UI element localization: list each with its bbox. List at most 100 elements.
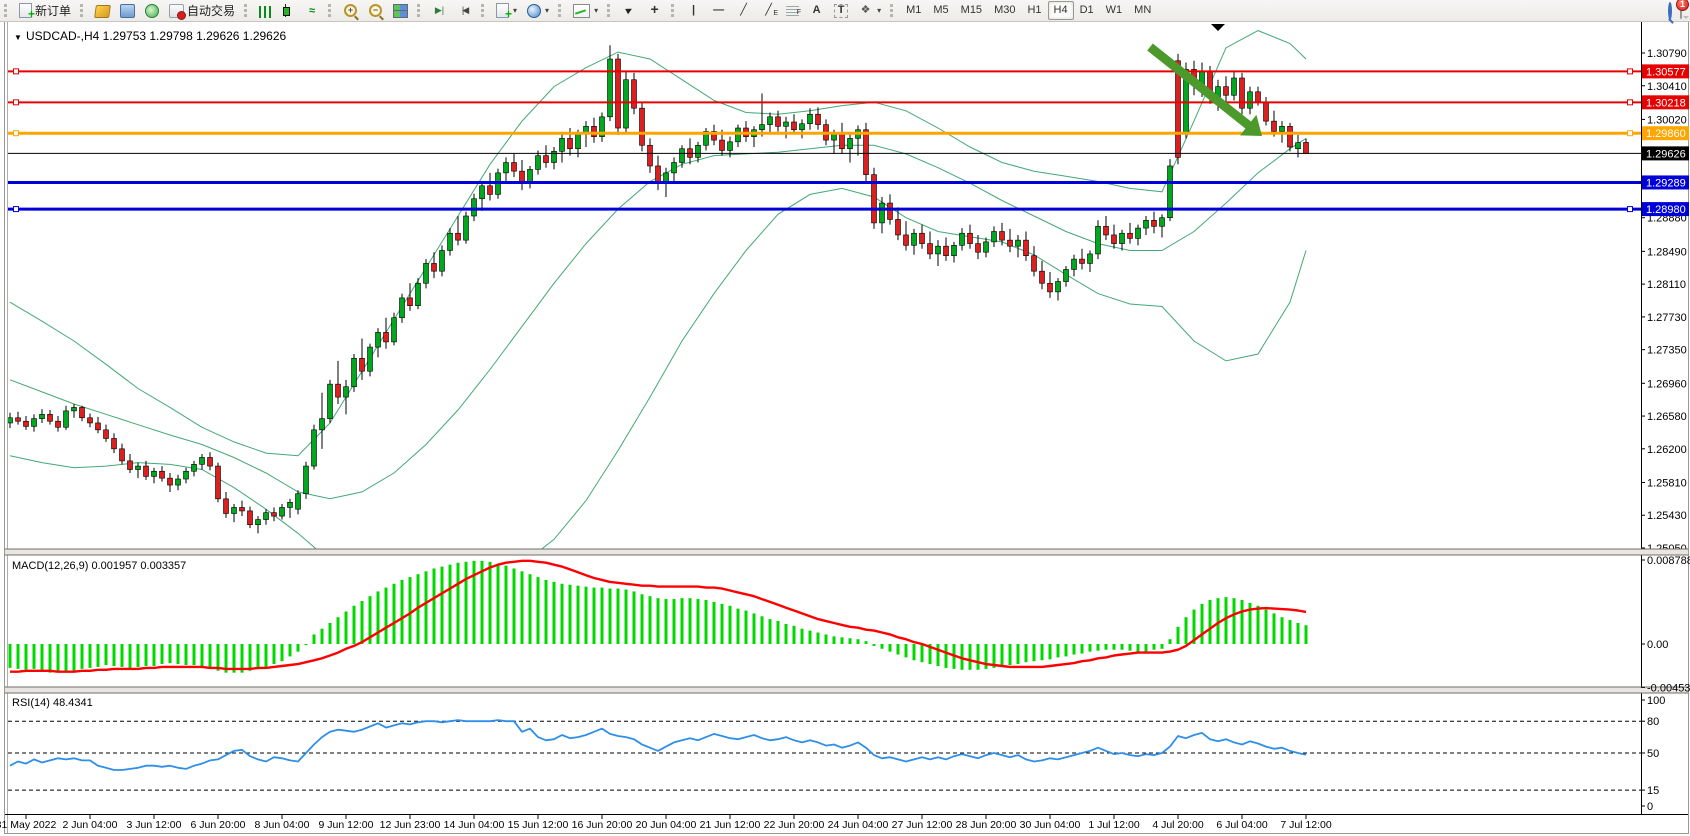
pivot-line-orange-handle[interactable] — [1627, 130, 1633, 137]
line-chart-button[interactable]: ≈ — [300, 0, 324, 21]
vertical-line-button[interactable]: | — [681, 0, 706, 21]
profiles-button[interactable]: ▾ — [522, 0, 554, 21]
chart-canvas[interactable]: ▼ USDCAD-,H4 1.29753 1.29798 1.29626 1.29… — [0, 21, 1690, 836]
navigator-icon — [145, 4, 160, 18]
time-axis-label: 3 Jun 12:00 — [127, 819, 182, 831]
indicators-icon — [573, 4, 591, 18]
support-line-2-handle[interactable] — [13, 206, 19, 213]
data-window-icon — [120, 4, 136, 18]
price-badge-value: 1.30218 — [1646, 97, 1686, 109]
price-axis-tick: 1.28110 — [1647, 279, 1686, 291]
channel-button[interactable]: ╱ E — [756, 0, 781, 21]
navigator-button[interactable] — [140, 0, 164, 21]
symbol-dropdown-icon[interactable]: ▼ — [14, 33, 22, 42]
new-order-button[interactable]: 新订单 — [14, 0, 76, 22]
search-icon — [1668, 1, 1672, 20]
time-axis-label: 30 Jun 04:00 — [1020, 819, 1081, 831]
new-chart-button[interactable]: ▾ — [491, 0, 522, 22]
chart-shift-button[interactable]: |◀ — [452, 0, 477, 21]
time-axis-label: 12 Jun 23:00 — [380, 819, 441, 831]
text-label-icon: T — [834, 4, 849, 18]
auto-trading-button[interactable]: 自动交易 — [164, 0, 240, 21]
market-watch-button[interactable] — [90, 0, 115, 21]
price-axis-tick: 1.26200 — [1647, 444, 1687, 456]
resistance-line-2-handle[interactable] — [13, 99, 19, 106]
pivot-line-orange-handle[interactable] — [13, 130, 19, 137]
shapes-button[interactable]: ❖ ▾ — [853, 0, 886, 21]
toolbar-grip — [80, 4, 86, 17]
rsi-axis-tick: 50 — [1647, 748, 1659, 760]
tab-timeframe-m15[interactable]: M15 — [960, 4, 983, 16]
time-axis-label: 6 Jul 04:00 — [1216, 819, 1268, 831]
toolbar-grip — [244, 4, 250, 17]
alerts-button[interactable]: 1 — [1676, 0, 1689, 19]
chevron-down-icon: ▾ — [513, 6, 518, 15]
candlestick-button[interactable] — [277, 0, 300, 21]
price-badge-pivot-line-orange — [1642, 126, 1689, 141]
toolbar-grip — [4, 4, 10, 17]
tab-timeframe-d1[interactable]: D1 — [1079, 4, 1094, 16]
chart-shift-icon: |◀ — [461, 5, 469, 15]
trend-arrow-head — [1240, 114, 1262, 136]
indicators-button[interactable]: ▾ — [568, 0, 603, 21]
trend-arrow[interactable] — [1147, 43, 1257, 134]
time-axis-label: 15 Jun 12:00 — [508, 819, 569, 831]
price-axis-tick: 1.25810 — [1647, 477, 1687, 489]
bar-chart-icon — [259, 5, 273, 18]
toolbar-grip — [328, 4, 334, 17]
shapes-icon: ❖ — [860, 4, 871, 16]
text-button[interactable]: A — [804, 0, 829, 21]
rsi-panel — [8, 719, 1641, 791]
cursor-button[interactable]: ► — [617, 0, 642, 21]
tab-timeframe-m30[interactable]: M30 — [994, 4, 1016, 16]
horizontal-line-button[interactable]: — — [706, 0, 731, 21]
auto-scroll-button[interactable]: ▶| — [427, 0, 452, 21]
rsi-axis-tick: 80 — [1647, 716, 1659, 728]
time-axis-label: 7 Jul 12:00 — [1280, 819, 1332, 831]
macd-axis-tick: 0.00 — [1647, 639, 1668, 651]
macd-axis-tick: -0.004538 — [1647, 682, 1690, 694]
trendline-button[interactable]: ╱ — [731, 0, 756, 21]
resistance-line-2-handle[interactable] — [1627, 99, 1633, 106]
bar-chart-button[interactable] — [254, 0, 277, 21]
macd-label: MACD(12,26,9) 0.001957 0.003357 — [12, 560, 186, 572]
tab-timeframe-w1[interactable]: W1 — [1105, 4, 1123, 16]
time-axis-label: 31 May 2022 — [0, 819, 57, 831]
time-axis-label: 24 Jun 04:00 — [828, 819, 889, 831]
chevron-down-icon: ▾ — [545, 6, 550, 15]
zoom-in-icon: + — [343, 3, 358, 18]
rsi-line — [9, 719, 1307, 771]
auto-trading-icon — [169, 4, 187, 20]
toolbar-grip — [890, 4, 896, 17]
search-button[interactable] — [1668, 1, 1672, 20]
new-order-label: 新订单 — [35, 4, 72, 18]
auto-trading-label: 自动交易 — [187, 4, 236, 18]
time-axis-label: 1 Jul 12:00 — [1088, 819, 1140, 831]
text-label-button[interactable]: T — [829, 0, 853, 21]
time-axis-label: 20 Jun 04:00 — [636, 819, 697, 831]
tab-timeframe-h4[interactable]: H4 — [1047, 1, 1074, 20]
resistance-line-1-handle[interactable] — [1627, 68, 1633, 75]
zoom-in-button[interactable]: + — [338, 0, 363, 21]
tab-timeframe-h1[interactable]: H1 — [1027, 4, 1042, 16]
price-badge-support-line-1 — [1642, 175, 1689, 190]
price-badge-resistance-line-2 — [1642, 95, 1689, 110]
crosshair-button[interactable]: + — [642, 0, 667, 21]
macd-panel — [8, 559, 1308, 673]
zoom-out-button[interactable]: − — [363, 0, 388, 21]
time-axis-label: 14 Jun 04:00 — [444, 819, 505, 831]
time-axis-label: 6 Jun 20:00 — [191, 819, 246, 831]
fibonacci-icon: F — [786, 6, 801, 17]
tab-timeframe-m1[interactable]: M1 — [906, 4, 922, 16]
channel-icon: ╱ E — [765, 4, 779, 17]
data-window-button[interactable] — [115, 0, 140, 21]
support-line-2-handle[interactable] — [1627, 206, 1633, 213]
rsi-axis-tick: 0 — [1647, 801, 1653, 813]
tile-windows-button[interactable] — [388, 0, 413, 21]
time-axis-label: 2 Jun 04:00 — [63, 819, 118, 831]
resistance-line-1-handle[interactable] — [13, 68, 19, 75]
tab-timeframe-mn[interactable]: MN — [1134, 4, 1152, 16]
tab-timeframe-m5[interactable]: M5 — [933, 4, 949, 16]
chart-window: ▼ USDCAD-,H4 1.29753 1.29798 1.29626 1.29… — [0, 21, 1690, 836]
fibonacci-button[interactable]: F — [781, 0, 804, 21]
